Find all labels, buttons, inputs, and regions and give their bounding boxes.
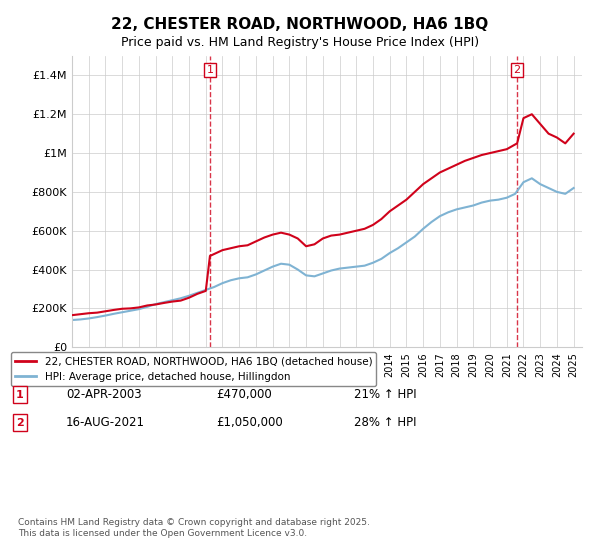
Text: 28% ↑ HPI: 28% ↑ HPI	[354, 416, 416, 430]
Text: £1,050,000: £1,050,000	[216, 416, 283, 430]
Text: 1: 1	[16, 390, 23, 400]
Text: 02-APR-2003: 02-APR-2003	[66, 388, 142, 402]
Text: 2: 2	[514, 65, 521, 74]
Text: 1: 1	[206, 65, 214, 74]
Legend: 22, CHESTER ROAD, NORTHWOOD, HA6 1BQ (detached house), HPI: Average price, detac: 22, CHESTER ROAD, NORTHWOOD, HA6 1BQ (de…	[11, 352, 376, 386]
Text: 21% ↑ HPI: 21% ↑ HPI	[354, 388, 416, 402]
Text: Contains HM Land Registry data © Crown copyright and database right 2025.
This d: Contains HM Land Registry data © Crown c…	[18, 518, 370, 538]
Text: 22, CHESTER ROAD, NORTHWOOD, HA6 1BQ: 22, CHESTER ROAD, NORTHWOOD, HA6 1BQ	[112, 17, 488, 32]
Text: 2: 2	[16, 418, 23, 428]
Text: £470,000: £470,000	[216, 388, 272, 402]
Text: Price paid vs. HM Land Registry's House Price Index (HPI): Price paid vs. HM Land Registry's House …	[121, 36, 479, 49]
Text: 16-AUG-2021: 16-AUG-2021	[66, 416, 145, 430]
